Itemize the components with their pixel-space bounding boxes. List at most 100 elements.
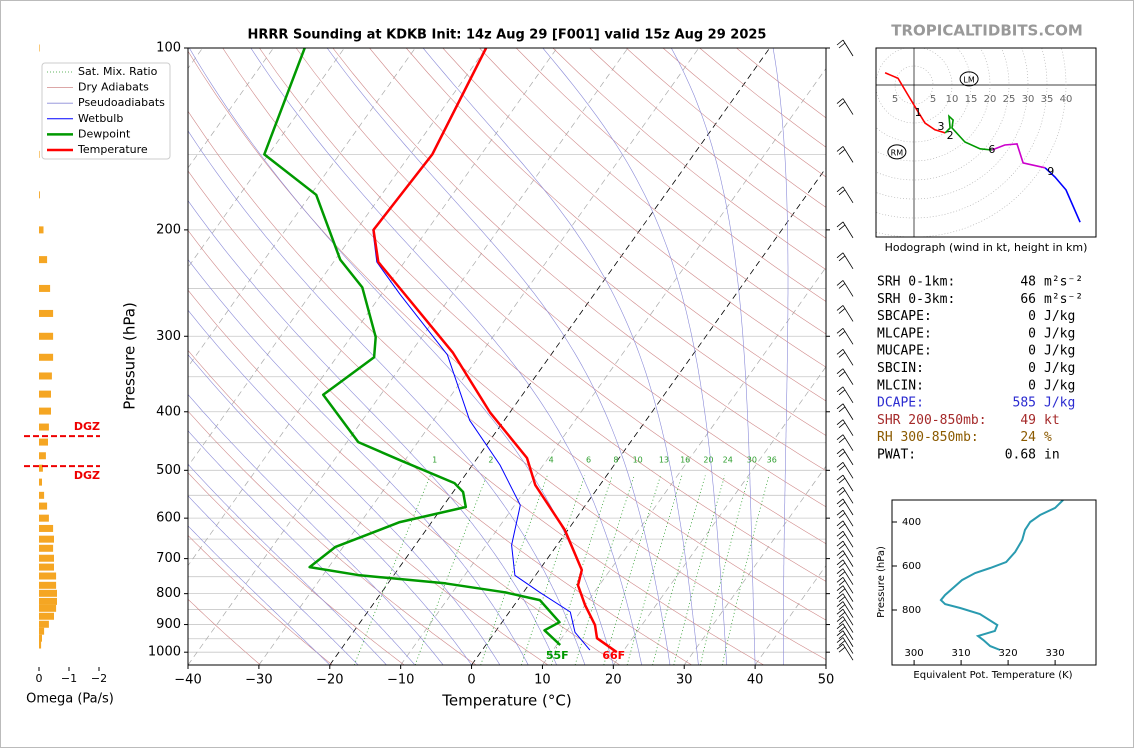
- y-axis-title: Pressure (hPa): [121, 302, 139, 410]
- isotherm: [188, 48, 274, 169]
- pseudoadiabat: [250, 48, 642, 665]
- omega-bar: [39, 353, 54, 361]
- barb-staff: [842, 305, 854, 322]
- barb-feather: [838, 640, 846, 646]
- mixing-ratio-label: 4: [549, 456, 554, 465]
- barb-feather: [838, 633, 846, 640]
- barb-feather: [836, 39, 844, 46]
- omega-bar: [39, 256, 48, 264]
- y-tick-label: 300: [156, 329, 181, 344]
- barb-staff: [842, 601, 854, 618]
- stat-value: 48: [1020, 275, 1036, 290]
- barb-staff: [842, 98, 854, 115]
- omega-bar: [39, 581, 57, 589]
- omega-bar: [39, 478, 42, 486]
- y-tick-label: 400: [156, 404, 181, 419]
- barb-feather: [836, 252, 844, 259]
- omega-bar: [39, 535, 54, 543]
- x-tick-label: 0: [467, 673, 475, 688]
- barb-staff: [842, 368, 854, 385]
- legend-box: [41, 62, 171, 160]
- omega-bar: [39, 452, 46, 460]
- barb-staff: [842, 448, 854, 466]
- stat-unit: kt: [1044, 413, 1060, 428]
- x-axis-title: Temperature (°C): [441, 692, 571, 710]
- barb-feather: [836, 98, 844, 104]
- barb-feather: [836, 540, 844, 547]
- barb-feather: [836, 637, 844, 643]
- hodo-ring-label: 5: [892, 94, 898, 105]
- omega-bar: [39, 491, 45, 499]
- storm-motion-label: RM: [891, 148, 904, 157]
- barb-staff: [842, 328, 854, 345]
- barb-staff: [842, 623, 854, 640]
- barb-staff: [842, 221, 854, 239]
- barb-feather: [838, 553, 846, 559]
- barb-feather: [836, 601, 844, 607]
- barb-staff: [842, 577, 854, 594]
- mixing-ratio-label: 24: [723, 456, 733, 465]
- barb-feather: [836, 348, 844, 355]
- stat-unit: m²s⁻²: [1044, 275, 1083, 290]
- ept-y-tick-label: 400: [902, 517, 921, 528]
- barb-feather: [836, 616, 844, 622]
- skewt-background: [188, 48, 826, 665]
- hodo-ring-label: 10: [946, 94, 959, 105]
- barb-feather: [838, 501, 846, 508]
- barb-feather: [836, 498, 844, 505]
- barb-feather: [836, 434, 844, 440]
- barb-staff: [842, 462, 854, 479]
- x-tick-label: 20: [605, 673, 622, 688]
- stat-label: MLCAPE:: [877, 326, 932, 341]
- hodo-ring: [876, 48, 991, 162]
- hodo-ring-label: 5: [930, 94, 936, 105]
- barb-feather: [838, 389, 846, 396]
- dgz-label: DGZ: [74, 420, 100, 433]
- hodo-height-label: 1: [915, 106, 922, 119]
- isotherm: [329, 48, 771, 665]
- isotherm: [188, 48, 629, 665]
- hodo-ring-label: 30: [1022, 94, 1035, 105]
- barb-feather: [836, 462, 844, 468]
- dry-adiabat: [222, 48, 826, 582]
- omega-tick-label: 0: [36, 672, 43, 685]
- pseudoadiabat: [772, 48, 789, 665]
- barb-staff: [842, 252, 854, 269]
- x-tick-label: 30: [676, 673, 693, 688]
- isotherm: [188, 48, 345, 268]
- stat-value: 0: [1028, 361, 1036, 376]
- barb-feather: [838, 571, 846, 578]
- hodo-line: [884, 72, 946, 134]
- barb-staff: [842, 643, 854, 661]
- barb-feather: [838, 422, 846, 428]
- barb-feather: [838, 308, 846, 314]
- barb-staff: [842, 186, 854, 204]
- barb-feather: [838, 512, 846, 519]
- omega-bar: [39, 309, 54, 317]
- barb-staff: [842, 419, 854, 436]
- pseudoadiabat: [188, 525, 331, 665]
- dry-adiabat: [188, 110, 826, 661]
- dry-adiabat: [188, 349, 549, 665]
- omega-bar: [39, 641, 42, 649]
- barb-feather: [836, 368, 844, 375]
- hodo-height-label: 2: [947, 129, 954, 142]
- x-tick-label: 10: [534, 673, 551, 688]
- barb-staff: [842, 616, 854, 633]
- dry-adiabat: [295, 48, 826, 508]
- stat-unit: J/kg: [1044, 309, 1075, 324]
- stat-value: 0: [1028, 378, 1036, 393]
- ept-line: [939, 500, 1064, 651]
- mixing-ratio-label: 6: [586, 456, 591, 465]
- omega-bar: [39, 634, 42, 642]
- legend-label: Wetbulb: [78, 112, 123, 125]
- omega-bar: [39, 284, 51, 292]
- ept-x-tick-label: 330: [1046, 648, 1065, 659]
- ept-x-tick-label: 300: [905, 648, 924, 659]
- barb-feather: [838, 477, 846, 484]
- barb-feather: [836, 520, 844, 527]
- barb-feather: [836, 509, 844, 516]
- mixing-ratio-label: 10: [633, 456, 643, 465]
- barb-feather: [838, 330, 846, 337]
